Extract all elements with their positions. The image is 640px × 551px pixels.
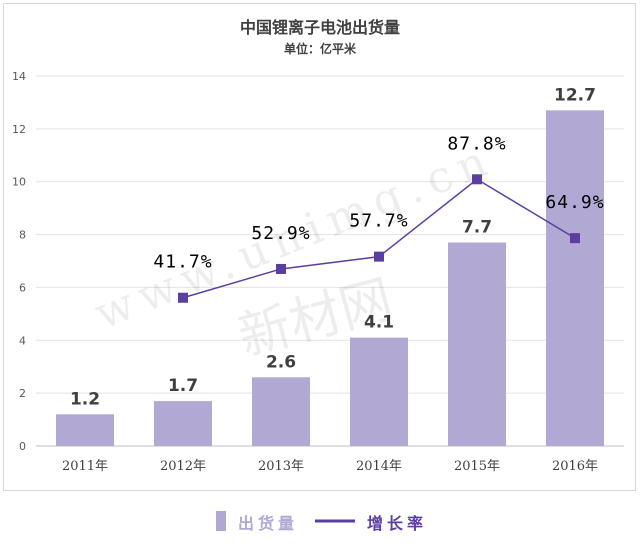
growth-point [374, 251, 384, 262]
growth-data-label: 52.9% [251, 223, 310, 244]
growth-data-label: 41.7% [153, 252, 212, 273]
legend: 出货量 增长率 [216, 511, 427, 533]
x-tick-label: 2011年 [62, 459, 108, 474]
growth-point [276, 263, 286, 274]
bar [546, 110, 604, 446]
growth-data-label: 87.8% [447, 133, 506, 154]
growth-point [472, 174, 482, 185]
x-tick-label: 2012年 [160, 459, 206, 474]
bar-data-label: 2.6 [266, 352, 296, 372]
growth-data-label: 57.7% [349, 211, 408, 232]
chart-title: 中国锂离子电池出货量 [240, 18, 400, 37]
bar [350, 337, 408, 446]
bar-data-label: 4.1 [364, 313, 394, 333]
legend-label-shipments: 出货量 [238, 514, 298, 533]
y-tick-label: 6 [19, 281, 26, 294]
x-tick-label: 2016年 [552, 459, 598, 474]
bar-data-label: 12.7 [554, 85, 596, 105]
chart-frame [3, 3, 636, 491]
chart-subtitle: 单位：亿平米 [284, 41, 357, 56]
bar-data-label: 7.7 [462, 218, 492, 238]
growth-data-label: 64.9% [545, 192, 604, 213]
y-tick-label: 14 [12, 70, 26, 83]
y-tick-label: 12 [12, 123, 26, 136]
bar [448, 242, 506, 446]
bar-data-label: 1.7 [168, 376, 198, 396]
x-tick-label: 2015年 [454, 459, 500, 474]
bar [252, 377, 310, 446]
growth-point [570, 233, 580, 244]
growth-point [178, 292, 188, 303]
y-tick-label: 2 [19, 387, 26, 400]
x-tick-label: 2014年 [356, 459, 402, 474]
bar [56, 414, 114, 446]
bar [154, 401, 212, 446]
legend-swatch-shipments [216, 511, 226, 531]
bar-data-label: 1.2 [70, 389, 100, 409]
y-tick-label: 8 [19, 229, 26, 242]
y-tick-label: 10 [12, 176, 26, 189]
x-tick-label: 2013年 [258, 459, 304, 474]
y-tick-label: 0 [19, 440, 26, 453]
legend-label-growth: 增长率 [367, 514, 427, 533]
y-tick-label: 4 [19, 334, 26, 347]
